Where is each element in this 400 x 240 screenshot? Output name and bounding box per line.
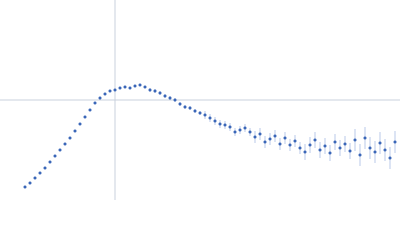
point	[388, 156, 392, 160]
point	[333, 140, 337, 144]
point	[93, 101, 97, 105]
point	[153, 89, 157, 93]
point	[133, 84, 137, 88]
point	[103, 92, 107, 96]
point	[58, 148, 62, 152]
point	[308, 143, 312, 147]
point	[43, 166, 47, 170]
point	[48, 160, 52, 164]
point	[163, 94, 167, 98]
point	[283, 136, 287, 140]
point	[198, 111, 202, 115]
point	[343, 142, 347, 146]
point	[223, 123, 227, 127]
point	[303, 150, 307, 154]
point	[338, 146, 342, 150]
point	[53, 154, 57, 158]
point	[363, 136, 367, 140]
point	[38, 171, 42, 175]
point	[183, 105, 187, 109]
point	[238, 128, 242, 132]
point	[113, 88, 117, 92]
point	[203, 113, 207, 117]
point	[373, 150, 377, 154]
point	[328, 151, 332, 155]
point	[33, 176, 37, 180]
point	[213, 119, 217, 123]
point	[368, 146, 372, 150]
point	[83, 115, 87, 119]
point	[313, 138, 317, 142]
point	[158, 91, 162, 95]
point	[173, 98, 177, 102]
point	[208, 116, 212, 120]
point	[23, 185, 27, 189]
point	[263, 140, 267, 144]
point	[278, 142, 282, 146]
point	[108, 89, 112, 93]
point	[358, 153, 362, 157]
point	[233, 130, 237, 134]
point	[148, 88, 152, 92]
point	[253, 135, 257, 139]
point	[258, 132, 262, 136]
chart	[0, 0, 400, 200]
point	[68, 136, 72, 140]
point	[143, 85, 147, 89]
point	[378, 141, 382, 145]
point	[193, 109, 197, 113]
point	[393, 140, 397, 144]
point	[243, 126, 247, 130]
point	[228, 125, 232, 129]
point	[28, 181, 32, 185]
point	[78, 122, 82, 126]
point	[268, 137, 272, 141]
point	[88, 108, 92, 112]
point	[73, 129, 77, 133]
point	[188, 106, 192, 110]
point	[288, 143, 292, 147]
point	[348, 149, 352, 153]
point	[168, 96, 172, 100]
point	[248, 130, 252, 134]
point	[123, 85, 127, 89]
point	[293, 139, 297, 143]
point	[178, 102, 182, 106]
point	[353, 138, 357, 142]
point	[138, 83, 142, 87]
point	[273, 134, 277, 138]
point	[128, 86, 132, 90]
point	[298, 146, 302, 150]
point	[98, 96, 102, 100]
point	[318, 148, 322, 152]
point	[118, 86, 122, 90]
point	[218, 122, 222, 126]
point	[63, 142, 67, 146]
point	[323, 144, 327, 148]
point	[383, 148, 387, 152]
